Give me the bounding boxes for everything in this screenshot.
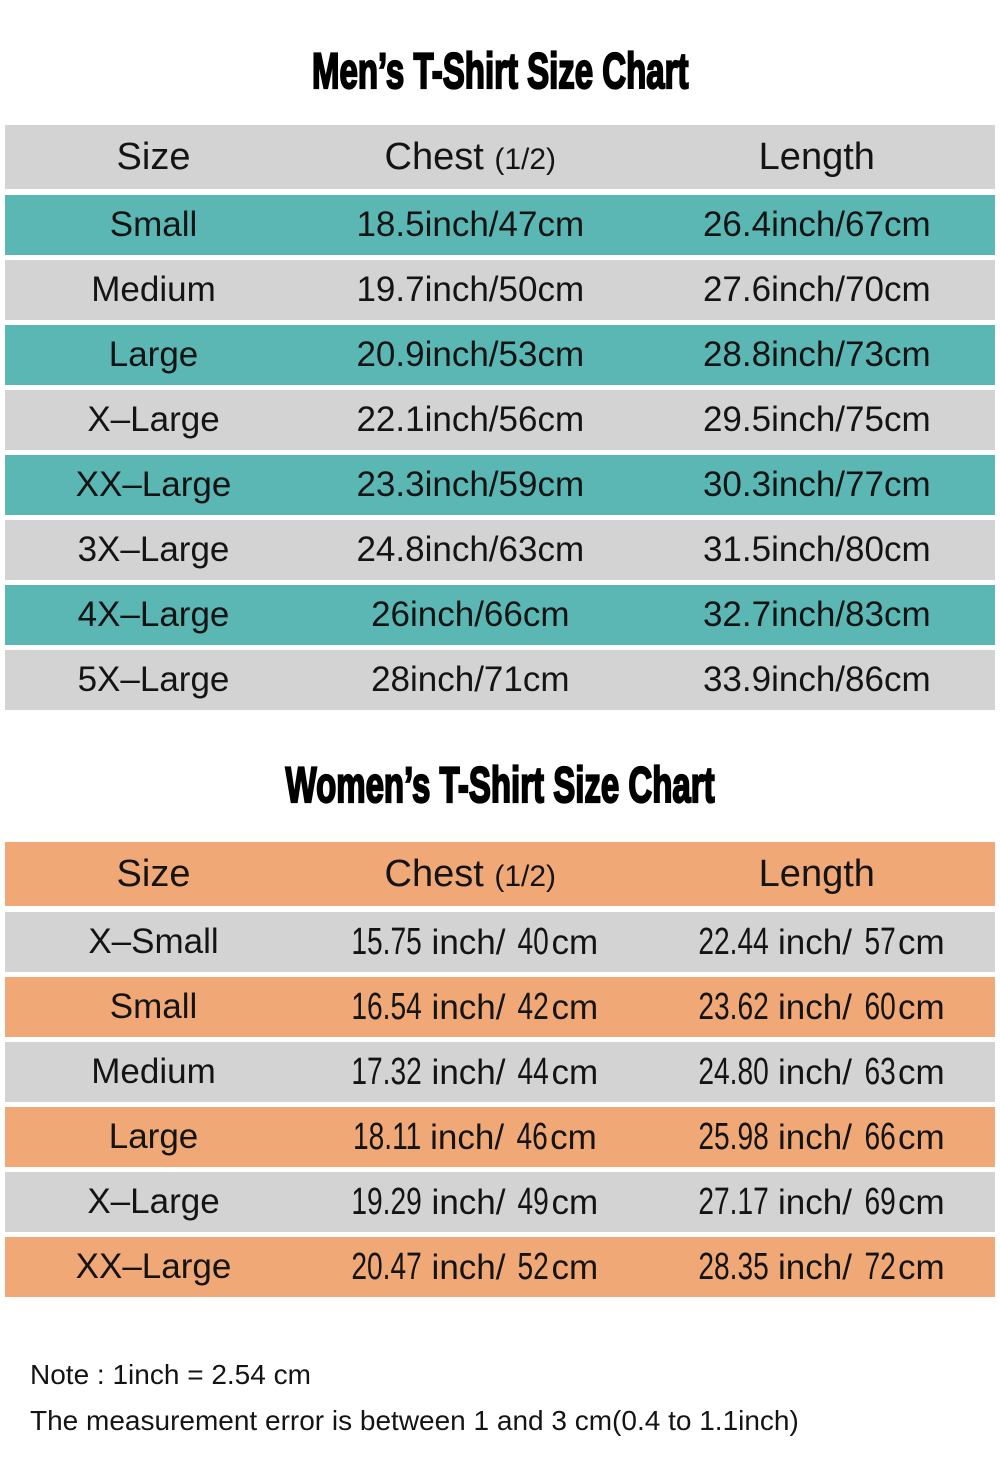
womens-chart-title-text: Women’s T-Shirt Size Chart [285, 756, 716, 814]
table-row: Medium 19.7inch/50cm 27.6inch/70cm [5, 260, 995, 320]
chest-cell: 19.7inch/50cm [356, 270, 585, 309]
length-cell: 23.62 inch/ 60cm [698, 986, 945, 1028]
chest-cell: 24.8inch/63cm [356, 530, 585, 569]
womens-chart-title: Women’s T-Shirt Size Chart [0, 754, 1000, 816]
table-row: Large 20.9inch/53cm 28.8inch/73cm [5, 325, 995, 385]
column-header: Chest (1/2) [384, 136, 557, 178]
measurement-note: Note : 1inch = 2.54 cm The measurement e… [30, 1352, 799, 1444]
header-row: Size Chest (1/2) Length [5, 125, 995, 189]
table-row: Large 18.11 inch/ 46cm 25.98 inch/ 66cm [5, 1107, 995, 1167]
length-cell: 24.80 inch/ 63cm [698, 1051, 945, 1093]
table-row: XX–Large 23.3inch/59cm 30.3inch/77cm [5, 455, 995, 515]
table-row: 5X–Large 28inch/71cm 33.9inch/86cm [5, 650, 995, 710]
length-cell: 32.7inch/83cm [702, 595, 931, 634]
chest-cell: 23.3inch/59cm [356, 465, 585, 504]
size-cell: Large [108, 335, 199, 374]
chest-cell: 19.29 inch/ 49cm [351, 1181, 599, 1223]
length-cell: 33.9inch/86cm [702, 660, 931, 699]
mens-chart-title-text: Men’s T-Shirt Size Chart [311, 42, 689, 100]
size-cell: X–Small [88, 922, 219, 961]
column-header: Size [116, 853, 191, 895]
column-header: Chest (1/2) [384, 853, 557, 895]
size-cell: Large [108, 1117, 199, 1156]
length-cell: 31.5inch/80cm [702, 530, 931, 569]
table-row: X–Large 19.29 inch/ 49cm 27.17 inch/ 69cm [5, 1172, 995, 1232]
mens-size-table: Size Chest (1/2) Length Small 18.5inch/47cm 2… [5, 125, 995, 715]
size-cell: XX–Large [75, 1247, 232, 1286]
chest-cell: 17.32 inch/ 44cm [351, 1051, 599, 1093]
size-cell: XX–Large [75, 465, 232, 504]
length-cell: 29.5inch/75cm [702, 400, 931, 439]
size-cell: X–Large [87, 400, 220, 439]
note-line-2: The measurement error is between 1 and 3… [30, 1405, 799, 1436]
table-row: Medium 17.32 inch/ 44cm 24.80 inch/ 63cm [5, 1042, 995, 1102]
table-row: X–Large 22.1inch/56cm 29.5inch/75cm [5, 390, 995, 450]
size-cell: X–Large [87, 1182, 220, 1221]
chest-cell: 18.5inch/47cm [356, 205, 585, 244]
table-row: Small 18.5inch/47cm 26.4inch/67cm [5, 195, 995, 255]
size-cell: 5X–Large [77, 660, 230, 699]
size-cell: Small [109, 987, 198, 1026]
length-cell: 27.6inch/70cm [702, 270, 931, 309]
length-cell: 27.17 inch/ 69cm [698, 1181, 945, 1223]
chest-cell: 28inch/71cm [371, 660, 570, 699]
table-row: Small 16.54 inch/ 42cm 23.62 inch/ 60cm [5, 977, 995, 1037]
chest-cell: 15.75 inch/ 40cm [351, 921, 599, 963]
length-cell: 28.8inch/73cm [702, 335, 931, 374]
length-cell: 28.35 inch/ 72cm [698, 1246, 945, 1288]
chest-cell: 16.54 inch/ 42cm [351, 986, 599, 1028]
column-header: Length [758, 136, 875, 178]
table-row: X–Small 15.75 inch/ 40cm 22.44 inch/ 57cm [5, 912, 995, 972]
size-cell: Medium [91, 1052, 216, 1091]
chest-cell: 18.11 inch/ 46cm [352, 1116, 597, 1158]
size-cell: Medium [91, 270, 216, 309]
length-cell: 30.3inch/77cm [702, 465, 931, 504]
table-row: XX–Large 20.47 inch/ 52cm 28.35 inch/ 72cm [5, 1237, 995, 1297]
size-cell: 3X–Large [77, 530, 230, 569]
length-cell: 22.44 inch/ 57cm [698, 921, 945, 963]
note-line-1: Note : 1inch = 2.54 cm [30, 1359, 311, 1390]
womens-size-table: Size Chest (1/2) Length X–Small 15.75 inch/ 4… [5, 842, 995, 1302]
table-row: 3X–Large 24.8inch/63cm 31.5inch/80cm [5, 520, 995, 580]
length-cell: 25.98 inch/ 66cm [698, 1116, 945, 1158]
size-cell: 4X–Large [77, 595, 230, 634]
length-cell: 26.4inch/67cm [702, 205, 931, 244]
chest-cell: 26inch/66cm [371, 595, 570, 634]
chest-cell: 20.47 inch/ 52cm [351, 1246, 599, 1288]
header-row: Size Chest (1/2) Length [5, 842, 995, 906]
size-cell: Small [109, 205, 198, 244]
table-row: 4X–Large 26inch/66cm 32.7inch/83cm [5, 585, 995, 645]
chest-cell: 22.1inch/56cm [356, 400, 585, 439]
column-header: Size [116, 136, 191, 178]
chest-cell: 20.9inch/53cm [356, 335, 585, 374]
mens-chart-title: Men’s T-Shirt Size Chart [0, 40, 1000, 102]
column-header: Length [758, 853, 875, 895]
